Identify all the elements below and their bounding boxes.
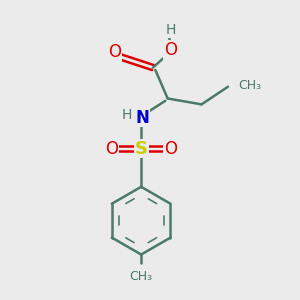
Text: S: S [135, 140, 148, 158]
Text: H: H [165, 23, 176, 37]
Text: O: O [164, 140, 177, 158]
Text: CH₃: CH₃ [238, 79, 262, 92]
Text: O: O [105, 140, 118, 158]
Text: CH₃: CH₃ [130, 270, 153, 283]
Text: O: O [108, 43, 121, 61]
Text: H: H [122, 108, 132, 122]
Text: N: N [136, 109, 150, 127]
Text: O: O [164, 41, 177, 59]
